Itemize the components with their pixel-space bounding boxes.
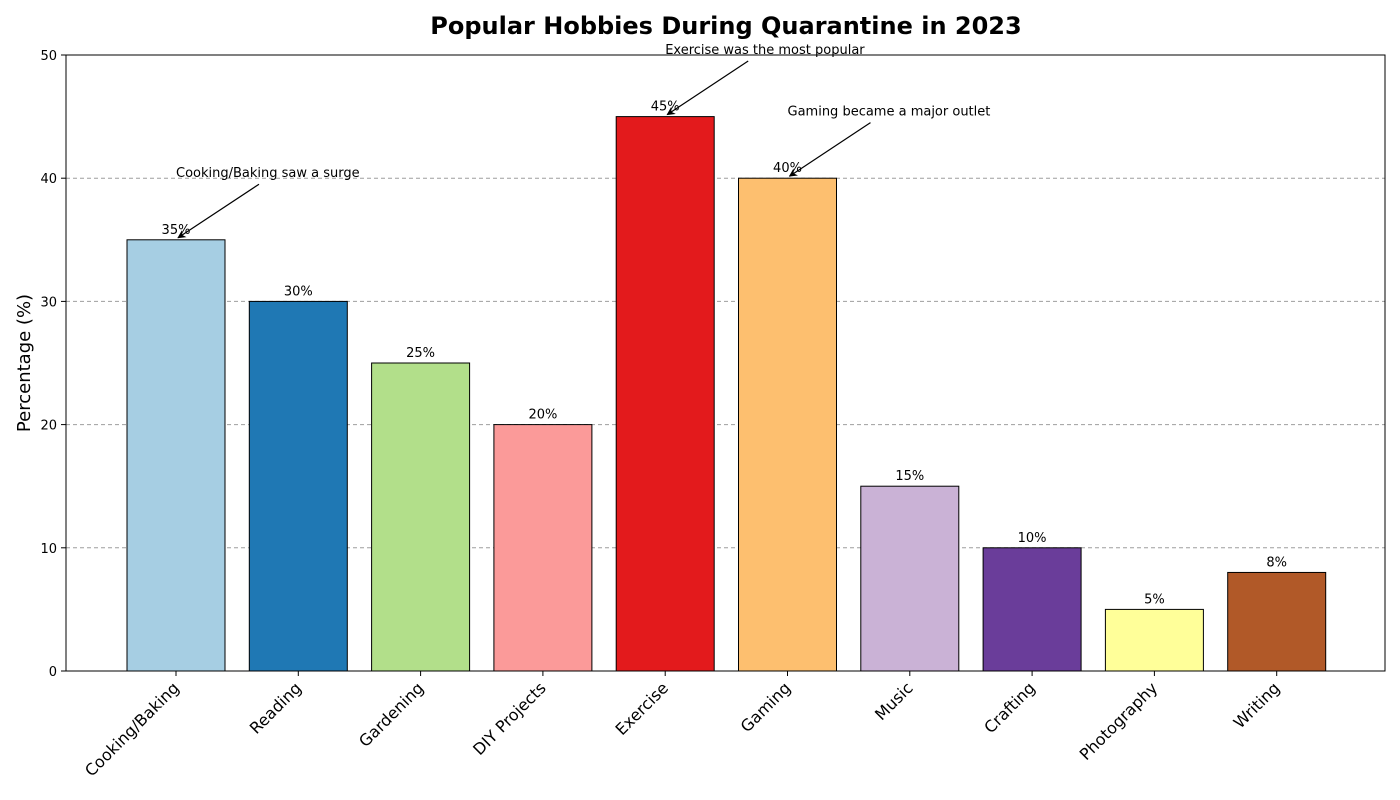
bars bbox=[126, 116, 1327, 672]
y-axis-ticks: 0 10 20 30 40 50 bbox=[40, 49, 66, 680]
x-axis-ticks: Cooking/Baking Reading Gardening DIY Projec… bbox=[81, 671, 1284, 780]
x-tick-label: Exercise bbox=[612, 678, 673, 739]
bar-exercise bbox=[615, 116, 715, 672]
x-tick-label: Gardening bbox=[355, 678, 427, 750]
bar-gardening bbox=[371, 362, 471, 672]
x-tick-label: DIY Projects bbox=[469, 678, 550, 759]
y-axis-label: Percentage (%) bbox=[14, 294, 35, 432]
y-tick-label: 50 bbox=[40, 49, 57, 64]
bar-value-label: 35% bbox=[162, 223, 191, 238]
bar-cooking-baking bbox=[126, 239, 226, 672]
chart-title: Popular Hobbies During Quarantine in 202… bbox=[430, 12, 1021, 40]
bar-writing bbox=[1227, 571, 1327, 672]
y-tick-label: 30 bbox=[40, 295, 57, 310]
bar-photography bbox=[1104, 608, 1204, 672]
bar-value-label: 10% bbox=[1018, 531, 1047, 546]
x-tick-label: Gaming bbox=[737, 678, 795, 736]
x-tick-label: Cooking/Baking bbox=[81, 678, 183, 780]
bar-value-label: 15% bbox=[895, 469, 924, 484]
bar-value-label: 40% bbox=[773, 161, 802, 176]
annotation-text: Gaming became a major outlet bbox=[788, 105, 991, 120]
x-tick-label: Reading bbox=[246, 678, 305, 737]
y-tick-label: 20 bbox=[40, 419, 57, 434]
plot-frame bbox=[65, 54, 1386, 672]
annotation-text: Cooking/Baking saw a surge bbox=[176, 166, 360, 181]
y-tick-label: 40 bbox=[40, 172, 57, 187]
x-tick-label: Photography bbox=[1076, 678, 1162, 764]
y-tick-label: 0 bbox=[49, 665, 57, 680]
x-tick-label: Writing bbox=[1230, 678, 1284, 732]
bar-gaming bbox=[738, 177, 837, 672]
bar-value-label: 8% bbox=[1266, 555, 1287, 570]
annotation-arrow bbox=[666, 60, 749, 116]
annotation-arrow bbox=[788, 122, 871, 177]
bar-crafting bbox=[982, 547, 1082, 672]
bar-value-label: 45% bbox=[651, 100, 680, 115]
annotation-text: Exercise was the most popular bbox=[665, 43, 865, 58]
bar-music bbox=[860, 485, 960, 672]
bar-value-label: 30% bbox=[284, 284, 313, 299]
y-tick-label: 10 bbox=[40, 542, 57, 557]
x-tick-label: Crafting bbox=[980, 678, 1039, 737]
bar-value-label: 25% bbox=[406, 346, 435, 361]
annotation-arrow bbox=[177, 183, 260, 239]
annotations: Cooking/Baking saw a surge Exercise was t… bbox=[176, 43, 991, 239]
bar-value-label: 5% bbox=[1144, 592, 1165, 607]
bar-diy-projects bbox=[493, 424, 593, 672]
bar-reading bbox=[248, 300, 348, 672]
bar-value-label: 20% bbox=[528, 408, 557, 423]
x-tick-label: Music bbox=[871, 678, 917, 724]
